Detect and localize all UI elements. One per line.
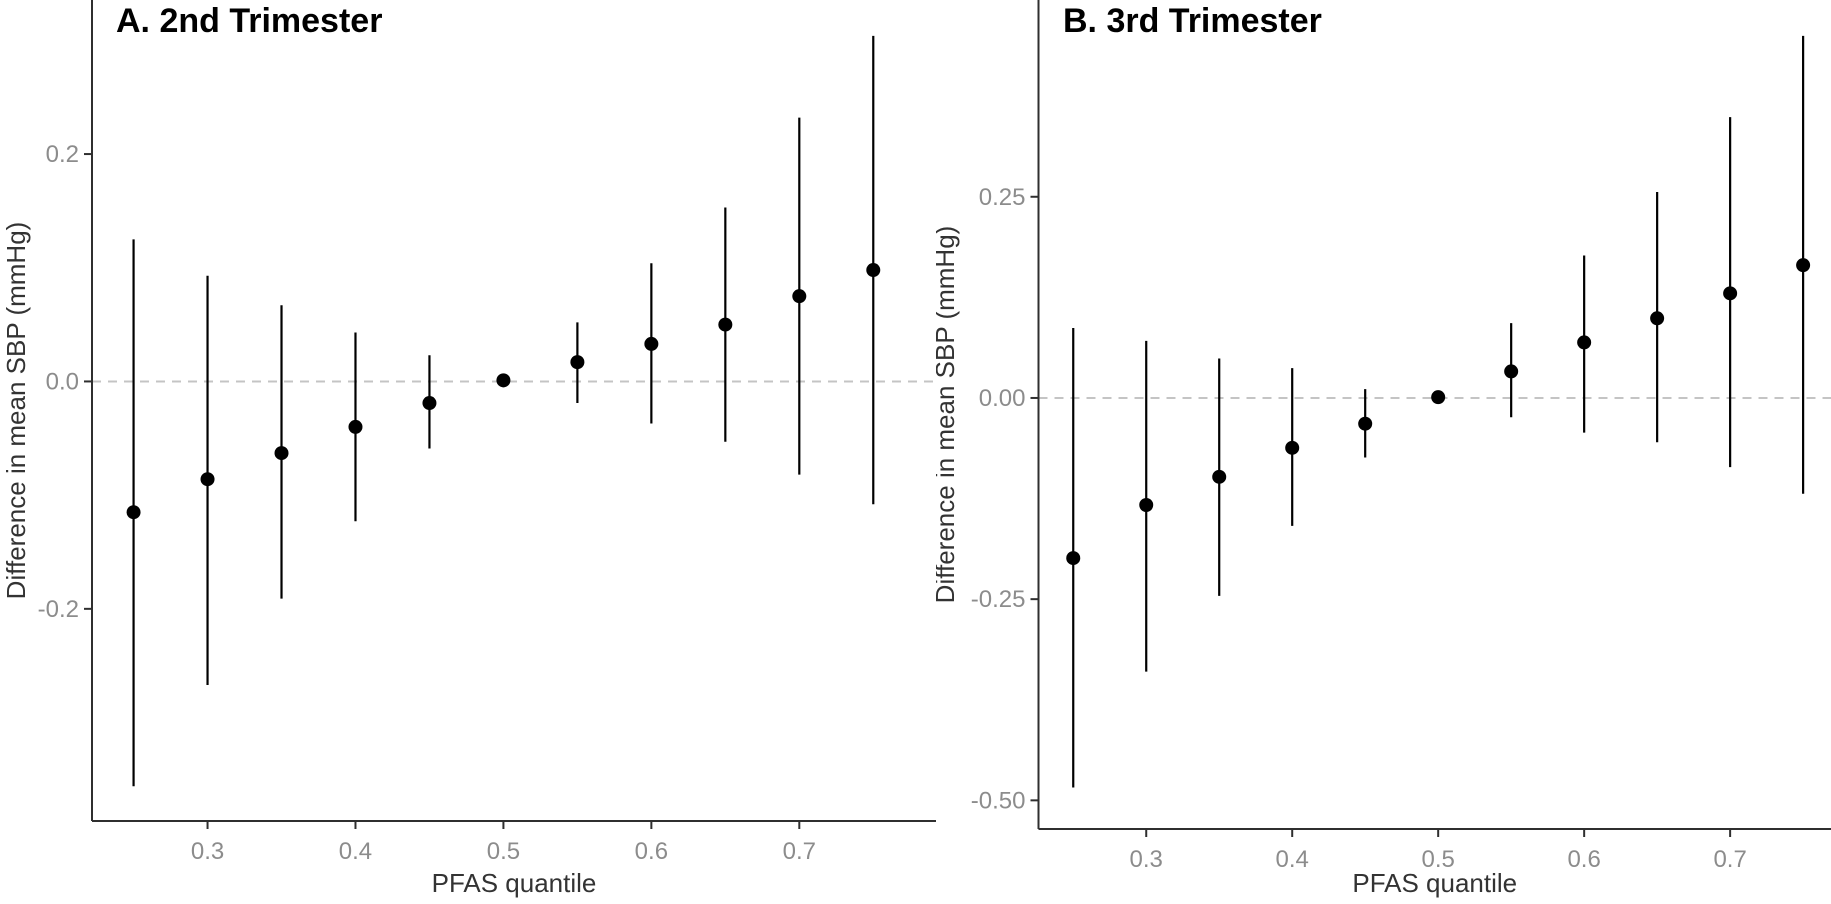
data-point	[866, 263, 881, 278]
x-axis-title: PFAS quantile	[432, 868, 597, 898]
y-tick-label: 0.25	[979, 184, 1026, 211]
data-point	[496, 373, 511, 388]
x-tick-label: 0.7	[1713, 846, 1746, 873]
panel-b-chart-3rd-trimester: 0.25 0.00 -0.25 -0.50 0.3 0.4 0.5 0.6 0.7 B. 3rd …	[936, 0, 1831, 898]
data-point	[1577, 335, 1592, 350]
x-tick-label: 0.5	[487, 838, 520, 865]
data-point	[126, 505, 141, 520]
x-tick-label: 0.4	[1276, 846, 1309, 873]
data-point	[644, 336, 659, 351]
x-tick-label: 0.5	[1421, 846, 1454, 873]
x-tick-label: 0.6	[635, 838, 668, 865]
data-point	[422, 396, 437, 411]
y-axis-title: Difference in mean SBP (mmHg)	[1, 222, 31, 600]
data-point	[274, 446, 289, 461]
data-point	[1796, 258, 1811, 273]
data-point	[1066, 551, 1081, 566]
data-point	[1285, 440, 1300, 455]
y-tick-label: -0.2	[38, 596, 79, 623]
x-tick-label: 0.3	[1130, 846, 1163, 873]
x-axis-title: PFAS quantile	[1352, 868, 1517, 898]
panel-a-chart-2nd-trimester: 0.2 0.0 -0.2 0.3 0.4 0.5 0.6 0.7 A. 2nd Trimeste…	[1, 0, 936, 898]
data-point	[792, 289, 807, 304]
y-axis-title: Difference in mean SBP (mmHg)	[936, 226, 960, 604]
y-tick-label: -0.50	[971, 787, 1026, 814]
data-point	[1212, 469, 1227, 484]
data-point	[1139, 497, 1154, 512]
data-point	[1358, 416, 1373, 431]
data-point	[570, 355, 585, 370]
x-tick-label: 0.6	[1567, 846, 1600, 873]
y-tick-label: -0.25	[971, 586, 1026, 613]
y-tick-label: 0.2	[46, 141, 79, 168]
panel-title: B. 3rd Trimester	[1063, 2, 1322, 40]
data-point	[1504, 364, 1519, 379]
data-point	[348, 419, 363, 434]
y-tick-label: 0.0	[46, 368, 79, 395]
data-point	[1723, 286, 1738, 301]
x-tick-label: 0.3	[191, 838, 224, 865]
data-point	[718, 317, 733, 332]
panel-title: A. 2nd Trimester	[116, 2, 382, 40]
data-point	[1431, 390, 1446, 405]
data-point	[200, 472, 215, 487]
y-tick-label: 0.00	[979, 385, 1026, 412]
x-tick-label: 0.4	[339, 838, 372, 865]
x-tick-label: 0.7	[783, 838, 816, 865]
data-point	[1650, 311, 1665, 326]
